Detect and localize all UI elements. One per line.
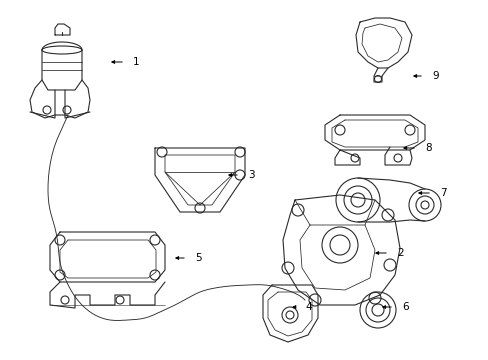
Text: 9: 9 — [431, 71, 438, 81]
Text: 2: 2 — [396, 248, 403, 258]
Text: 8: 8 — [424, 143, 431, 153]
Text: 5: 5 — [195, 253, 201, 263]
Text: 6: 6 — [401, 302, 408, 312]
Text: 1: 1 — [133, 57, 140, 67]
Text: 7: 7 — [439, 188, 446, 198]
Text: 4: 4 — [305, 302, 311, 312]
Text: 3: 3 — [247, 170, 254, 180]
